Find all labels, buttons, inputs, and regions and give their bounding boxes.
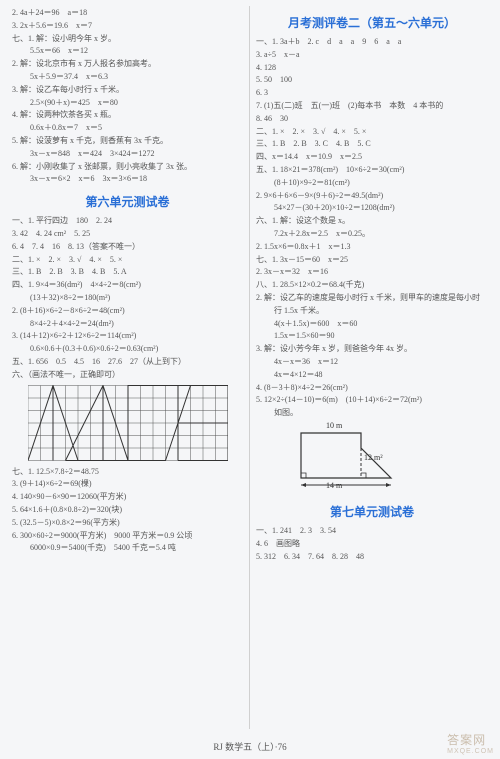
text-line: 6. 3: [256, 88, 488, 99]
text-line: 7. (1)五(二)班 五(一)班 (2)每本书 本数 4 本书的: [256, 101, 488, 112]
text-line: 4x－x＝36 x＝12: [256, 357, 488, 368]
text-line: 2. 解：设乙车的速度是每小时行 x 千米，则甲车的速度是每小时: [256, 293, 488, 304]
text-line: 4. 解：设两种饮茶各买 x 瓶。: [12, 110, 243, 121]
text-line: 2.5×(90＋x)＝425 x＝80: [12, 98, 243, 109]
text-line: 6. 300×60÷2＝9000(平方米) 9000 平方米＝0.9 公顷: [12, 531, 243, 542]
text-line: 三、1. B 2. B 3. B 4. B 5. A: [12, 267, 243, 278]
grid-figure: [28, 385, 228, 463]
trap-top-label: 10 m: [326, 421, 342, 430]
text-line: 2. 3x－x＝32 x＝16: [256, 267, 488, 278]
monthly-title: 月考测评卷二（第五～六单元）: [256, 14, 488, 31]
text-line: 行 1.5x 千米。: [256, 306, 488, 317]
text-line: 如图。: [256, 408, 488, 419]
unit6-title: 第六单元测试卷: [12, 193, 243, 210]
watermark-small: MXQE.COM: [447, 748, 494, 755]
text-line: 六、1. 解：设这个数是 x。: [256, 216, 488, 227]
text-line: 3. 2x＋5.6＝19.6 x＝7: [12, 21, 243, 32]
text-line: 3. 解：设乙车每小时行 x 千米。: [12, 85, 243, 96]
text-line: 二、1. × 2. × 3. √ 4. × 5. ×: [256, 127, 488, 138]
text-line: 6000×0.9＝5400(千克) 5400 千克＝5.4 吨: [12, 543, 243, 554]
text-line: 5. 50 100: [256, 75, 488, 86]
text-line: 七、1. 3x－15＝60 x＝25: [256, 255, 488, 266]
text-line: 7.2x＋2.8x＝2.5 x＝0.25。: [256, 229, 488, 240]
text-line: 五、1. 18×21＝378(cm²) 10×6÷2＝30(cm²): [256, 165, 488, 176]
watermark: 答案网 MXQE.COM: [447, 731, 494, 755]
text-line: 4. (8－3＋8)×4÷2＝26(cm²): [256, 383, 488, 394]
text-line: 四、x＝14.4 x＝10.9 x＝2.5: [256, 152, 488, 163]
text-line: 5. 12×2÷(14－10)＝6(m) (10＋14)×6÷2＝72(m²): [256, 395, 488, 406]
text-line: 七、1. 解：设小明今年 x 岁。: [12, 34, 243, 45]
text-line: 六、（画法不唯一，正确即可）: [12, 370, 243, 381]
trap-svg: [286, 423, 406, 493]
text-line: 0.6×0.6＋(0.3＋0.6)×0.6÷2＝0.63(cm²): [12, 344, 243, 355]
text-line: 5x＋5.9＝37.4 x＝6.3: [12, 72, 243, 83]
text-line: 3. 42 4. 24 cm² 5. 25: [12, 229, 243, 240]
page-footer: RJ 数学五（上）·76: [0, 740, 500, 753]
text-line: 三、1. B 2. B 3. C 4. B 5. C: [256, 139, 488, 150]
text-line: 4. 140×90－6×90＝12060(平方米): [12, 492, 243, 503]
text-line: 3x－x＝848 x＝424 3×424＝1272: [12, 149, 243, 160]
text-line: 2. 4a＋24＝96 a＝18: [12, 8, 243, 19]
text-line: 一、1. 平行四边 180 2. 24: [12, 216, 243, 227]
left-pre-block: 2. 4a＋24＝96 a＝18 3. 2x＋5.6＝19.6 x＝7 七、1. 解…: [12, 8, 243, 185]
text-line: (13＋32)×8÷2＝180(m²): [12, 293, 243, 304]
text-line: 3. (9＋14)×6÷2＝69(棵): [12, 479, 243, 490]
text-line: 3x－x＝6×2 x＝6 3x＝3×6＝18: [12, 174, 243, 185]
text-line: 8. 46 30: [256, 114, 488, 125]
text-line: 2. 解：设北京市有 x 万人报名参加高考。: [12, 59, 243, 70]
text-line: 二、1. × 2. × 3. √ 4. × 5. ×: [12, 255, 243, 266]
watermark-big: 答案网: [447, 733, 486, 747]
grid-svg: [28, 385, 228, 461]
text-line: 5. (32.5－5)×0.8×2＝96(平方米): [12, 518, 243, 529]
text-line: 四、1. 9×4＝36(dm²) 4×4÷2＝8(cm²): [12, 280, 243, 291]
text-line: 2. 9×6＋6×6－9×(9＋6)÷2＝49.5(dm²): [256, 191, 488, 202]
trap-right-label: 12 m²: [364, 453, 383, 462]
page: 2. 4a＋24＝96 a＝18 3. 2x＋5.6＝19.6 x＝7 七、1. 解…: [0, 0, 500, 759]
text-line: 4. 6 画图略: [256, 539, 488, 550]
text-line: 4(x＋1.5x)＝600 x＝60: [256, 319, 488, 330]
after-grid-block: 七、1. 12.5×7.8÷2＝48.753. (9＋14)×6÷2＝69(棵)…: [12, 467, 243, 555]
left-column: 2. 4a＋24＝96 a＝18 3. 2x＋5.6＝19.6 x＝7 七、1. 解…: [6, 6, 250, 729]
text-line: 五、1. 656 0.5 4.5 16 27.6 27（从上到下）: [12, 357, 243, 368]
trapezoid-figure: 10 m 12 m² 14 m: [286, 423, 406, 495]
text-line: 八、1. 28.5×12×0.2＝68.4(千克): [256, 280, 488, 291]
text-line: 5. 312 6. 34 7. 64 8. 28 48: [256, 552, 488, 563]
text-line: 5. 解：设菠萝有 x 千克，则香蕉有 3x 千克。: [12, 136, 243, 147]
text-line: 一、1. 3a＋b 2. c d a a 9 6 a a: [256, 37, 488, 48]
text-line: 8×4÷2＋4×4÷2＝24(dm²): [12, 319, 243, 330]
text-line: 1.5x＝1.5×60＝90: [256, 331, 488, 342]
unit7-block: 一、1. 241 2. 3 3. 54 4. 6 画图略 5. 312 6. 34 …: [256, 526, 488, 562]
text-line: 七、1. 12.5×7.8÷2＝48.75: [12, 467, 243, 478]
text-line: 5.5x＝66 x＝12: [12, 46, 243, 57]
text-line: (8＋10)×9÷2＝81(cm²): [256, 178, 488, 189]
text-line: 5. 64×1.6＋(0.8×0.8÷2)＝320(块): [12, 505, 243, 516]
monthly-block: 一、1. 3a＋b 2. c d a a 9 6 a a 3. a÷5 x－a 4.…: [256, 37, 488, 419]
text-line: 2. (8＋16)×6÷2－8×6÷2＝48(cm²): [12, 306, 243, 317]
text-line: 6. 解：小刚收集了 x 张邮票，则小亮收集了 3x 张。: [12, 162, 243, 173]
text-line: 54×27－(30＋20)×10÷2＝1208(dm²): [256, 203, 488, 214]
text-line: 3. (14＋12)×6÷2＋12×6÷2＝114(cm²): [12, 331, 243, 342]
text-line: 2. 1.5x×6＝0.8x＋1 x＝1.3: [256, 242, 488, 253]
text-line: 0.6x＋0.8x＝7 x＝5: [12, 123, 243, 134]
text-line: 3. a÷5 x－a: [256, 50, 488, 61]
right-column: 月考测评卷二（第五～六单元） 一、1. 3a＋b 2. c d a a 9 6 …: [250, 6, 494, 729]
text-line: 4. 128: [256, 63, 488, 74]
text-line: 3. 解：设小芳今年 x 岁，则爸爸今年 4x 岁。: [256, 344, 488, 355]
text-line: 6. 4 7. 4 16 8. 13（答案不唯一）: [12, 242, 243, 253]
text-line: 4x＝4×12＝48: [256, 370, 488, 381]
unit6-block: 一、1. 平行四边 180 2. 24 3. 42 4. 24 cm² 5. 25…: [12, 216, 243, 380]
trap-bottom-label: 14 m: [326, 481, 342, 490]
text-line: 一、1. 241 2. 3 3. 54: [256, 526, 488, 537]
unit7-title: 第七单元测试卷: [256, 503, 488, 520]
